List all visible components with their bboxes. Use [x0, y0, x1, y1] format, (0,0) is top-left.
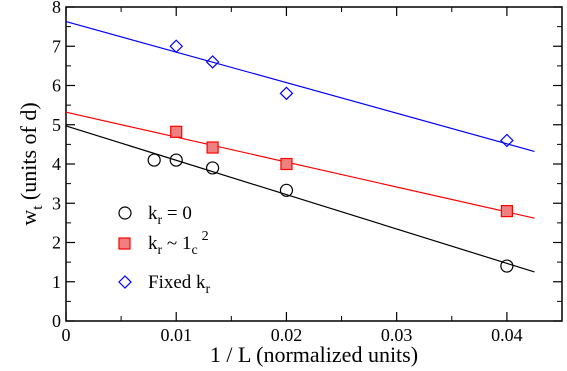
x-tick-label: 0.04	[491, 325, 523, 345]
data-point-diamond	[169, 39, 184, 54]
y-axis-title-rest: (units of d)	[16, 102, 41, 205]
y-tick-label: 3	[52, 193, 61, 213]
fit-lines	[65, 20, 535, 273]
x-tick-label: 0	[62, 325, 71, 345]
axis-ticks: 0 0.01 0.02 0.03 0.04 0 1 2 3 4 5 6 7 8	[52, 0, 562, 345]
legend-0-sub: r	[158, 213, 163, 228]
plot-frame	[65, 6, 563, 322]
y-tick-label: 7	[52, 36, 61, 56]
y-tick-label: 5	[52, 115, 61, 135]
legend: kr = 0 kr ~ 1c2 Fixed kr	[118, 203, 211, 297]
legend-label-kr-lc2: kr ~ 1c2	[148, 229, 209, 258]
y-tick-label: 8	[52, 0, 61, 17]
legend-marker-diamond	[118, 275, 132, 289]
y-tick-label: 0	[52, 311, 61, 331]
data-point-circle	[500, 259, 514, 273]
legend-2-sub: r	[206, 282, 211, 297]
x-axis-title: 1 / L (normalized units)	[210, 342, 418, 367]
data-point-circle	[169, 153, 183, 167]
fit-line-diamond	[65, 20, 535, 153]
x-tick-label: 0.01	[160, 325, 192, 345]
y-tick-label: 6	[52, 76, 61, 96]
y-tick-label: 2	[52, 233, 61, 253]
y-tick-label: 4	[52, 154, 61, 174]
fit-line-circle	[65, 125, 535, 273]
data-point-circle	[147, 153, 161, 167]
legend-marker-square	[118, 237, 131, 250]
y-axis-title: wt (units of d)	[16, 102, 46, 225]
legend-1-main: k	[148, 233, 158, 254]
legend-label-kr-zero: kr = 0	[148, 203, 192, 228]
legend-label-fixed-kr: Fixed kr	[148, 272, 211, 297]
data-point-square	[500, 205, 513, 218]
data-point-diamond	[205, 55, 220, 69]
legend-marker-circle	[118, 206, 132, 220]
data-point-circle	[279, 183, 294, 197]
data-point-square	[280, 157, 293, 171]
x-tick-label: 0.03	[381, 325, 413, 345]
legend-0-rest: = 0	[162, 203, 192, 224]
legend-1-sub2: c	[191, 243, 197, 258]
data-point-circle	[205, 161, 220, 175]
legend-1-rest: ~ 1	[162, 233, 191, 254]
y-axis-title-main: w	[16, 210, 41, 226]
data-point-diamond	[500, 133, 514, 148]
x-tick-label: 0.02	[271, 325, 303, 345]
data-markers	[147, 39, 514, 273]
y-tick-label: 1	[52, 272, 61, 292]
data-point-diamond	[279, 86, 294, 101]
legend-1-sub: r	[158, 243, 163, 258]
data-point-square	[206, 141, 219, 154]
data-point-square	[170, 125, 183, 138]
legend-1-sup: 2	[202, 229, 209, 244]
legend-2-main: Fixed k	[148, 272, 206, 293]
legend-0-main: k	[148, 203, 158, 224]
y-axis-title-subscript: t	[30, 205, 46, 210]
fit-line-square	[65, 111, 535, 219]
